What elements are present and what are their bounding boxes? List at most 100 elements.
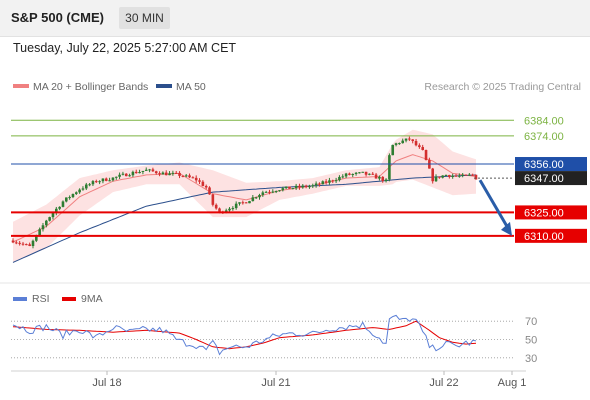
candle-body [314, 183, 318, 186]
candle-body [238, 202, 241, 204]
candle-body [344, 173, 348, 177]
header-bar: S&P 500 (CME) 30 MIN [0, 0, 590, 37]
candle-body [18, 242, 21, 244]
candle-body [31, 240, 35, 246]
candle-body [201, 181, 205, 186]
support-price-label: 6310.00 [524, 231, 564, 243]
candle-body [198, 180, 201, 182]
candle-body [194, 177, 198, 181]
candle-body [384, 179, 388, 182]
candle-body [361, 171, 365, 173]
projection-arrow-shaft [478, 179, 511, 231]
resistance-price-label: 6374.00 [524, 131, 564, 143]
candle-body [438, 176, 441, 178]
candle-body [421, 147, 425, 150]
rsi-ma-line [12, 320, 477, 350]
candle-body [68, 197, 71, 199]
candle-body [301, 185, 305, 188]
main-plot [11, 129, 478, 263]
candle-body [148, 169, 151, 171]
candle-body [401, 140, 405, 144]
candle-body [181, 175, 185, 177]
candle-body [58, 206, 61, 209]
candle-body [154, 171, 158, 174]
candle-body [471, 174, 474, 176]
candle-body [231, 208, 235, 210]
candle-body [268, 191, 271, 193]
candle-body [15, 242, 18, 244]
last-price-label: 6347.00 [524, 173, 564, 185]
candle-body [38, 229, 41, 236]
candle-body [468, 174, 471, 176]
candle-body [294, 185, 298, 189]
candle-body [161, 172, 165, 175]
candle-body [278, 190, 281, 192]
candle-body [108, 180, 111, 182]
candle-body [71, 193, 75, 198]
last-price-tag [515, 171, 587, 186]
candle-body [434, 176, 438, 182]
candle-body [431, 168, 434, 182]
candle-body [288, 186, 291, 189]
rsi-tick-label: 30 [525, 353, 537, 365]
chart-datetime: Tuesday, July 22, 2025 5:27:00 AM CET [13, 41, 237, 55]
support-price-tag [515, 228, 587, 243]
candle-body [91, 181, 95, 185]
candle-body [61, 201, 65, 207]
candle-body [188, 175, 191, 178]
rsi-legend-label: RSI [32, 293, 50, 305]
candle-body [98, 181, 101, 183]
candle-body [351, 173, 355, 175]
ma50-line [12, 174, 477, 263]
pivot-price-label: 6356.00 [524, 159, 564, 171]
ma20-line [12, 154, 477, 243]
candle-body [284, 186, 288, 189]
rsi-panel: 70 50 30 [11, 314, 537, 365]
candle-body [218, 208, 221, 212]
candle-body [454, 175, 458, 177]
resistance-price-label: 6384.00 [524, 115, 564, 127]
candle-body [418, 145, 421, 148]
x-tick-label: Jul 18 [92, 377, 121, 389]
candle-body [378, 176, 381, 179]
candle-body [128, 175, 131, 177]
candle-body [298, 185, 301, 188]
candle-body [354, 172, 358, 174]
candle-body [261, 192, 265, 195]
candle-body [131, 171, 135, 176]
candle-body [368, 173, 371, 175]
candle-body [138, 171, 141, 174]
level-lines: 6384.00 6374.00 6356.00 6347.00 6325.00 6310.… [11, 115, 587, 243]
candle-body [51, 213, 55, 218]
candle-body [151, 169, 155, 172]
ma50-legend-label: MA 50 [176, 81, 206, 93]
candle-body [55, 208, 58, 214]
candle-body [25, 244, 28, 246]
candle-body [331, 180, 335, 182]
rsi-tick-label: 50 [525, 335, 537, 347]
candle-body [254, 197, 258, 199]
candle-body [451, 175, 454, 177]
candle-body [408, 138, 411, 140]
rsi-ma-legend-swatch [62, 297, 76, 301]
candle-body [441, 175, 444, 178]
timeframe-button[interactable]: 30 MIN [119, 7, 170, 29]
candle-body [338, 176, 341, 181]
x-tick-label: Jul 21 [261, 377, 290, 389]
candle-body [124, 173, 128, 177]
candle-body [234, 203, 238, 209]
ma50-legend-swatch [156, 84, 172, 88]
candle-body [214, 204, 218, 209]
candle-body [64, 197, 68, 202]
candle-body [88, 184, 91, 186]
candle-body [258, 194, 261, 198]
candle-body [144, 169, 148, 171]
candle-body [341, 176, 345, 178]
candle-body [11, 240, 15, 243]
candle-body [448, 175, 451, 177]
candle-body [28, 244, 31, 246]
candle-body [274, 191, 278, 193]
candle-body [348, 173, 351, 175]
projection-arrow-head [501, 221, 512, 236]
